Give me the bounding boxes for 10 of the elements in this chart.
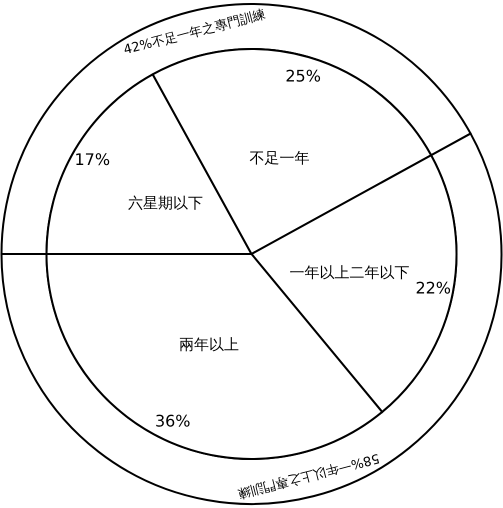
data-label: 36%: [154, 411, 191, 430]
slice-label: 兩年以上: [178, 335, 239, 354]
data-label: 25%: [285, 66, 321, 86]
slice-label: 一年以上二年以下: [290, 264, 410, 282]
slice-label: 42%不足一年之專門訓練: [122, 7, 268, 58]
slice-label: 不足一年: [249, 148, 310, 167]
slice-label: 58%一年以上之專門訓練: [236, 450, 381, 501]
data-label: 17%: [74, 150, 110, 169]
slice-label: 六星期以下: [128, 194, 203, 212]
data-label: 22%: [415, 278, 452, 298]
